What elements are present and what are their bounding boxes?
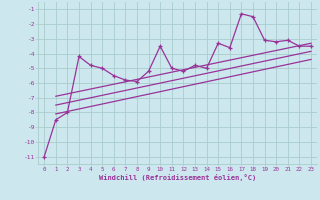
X-axis label: Windchill (Refroidissement éolien,°C): Windchill (Refroidissement éolien,°C) [99, 174, 256, 181]
